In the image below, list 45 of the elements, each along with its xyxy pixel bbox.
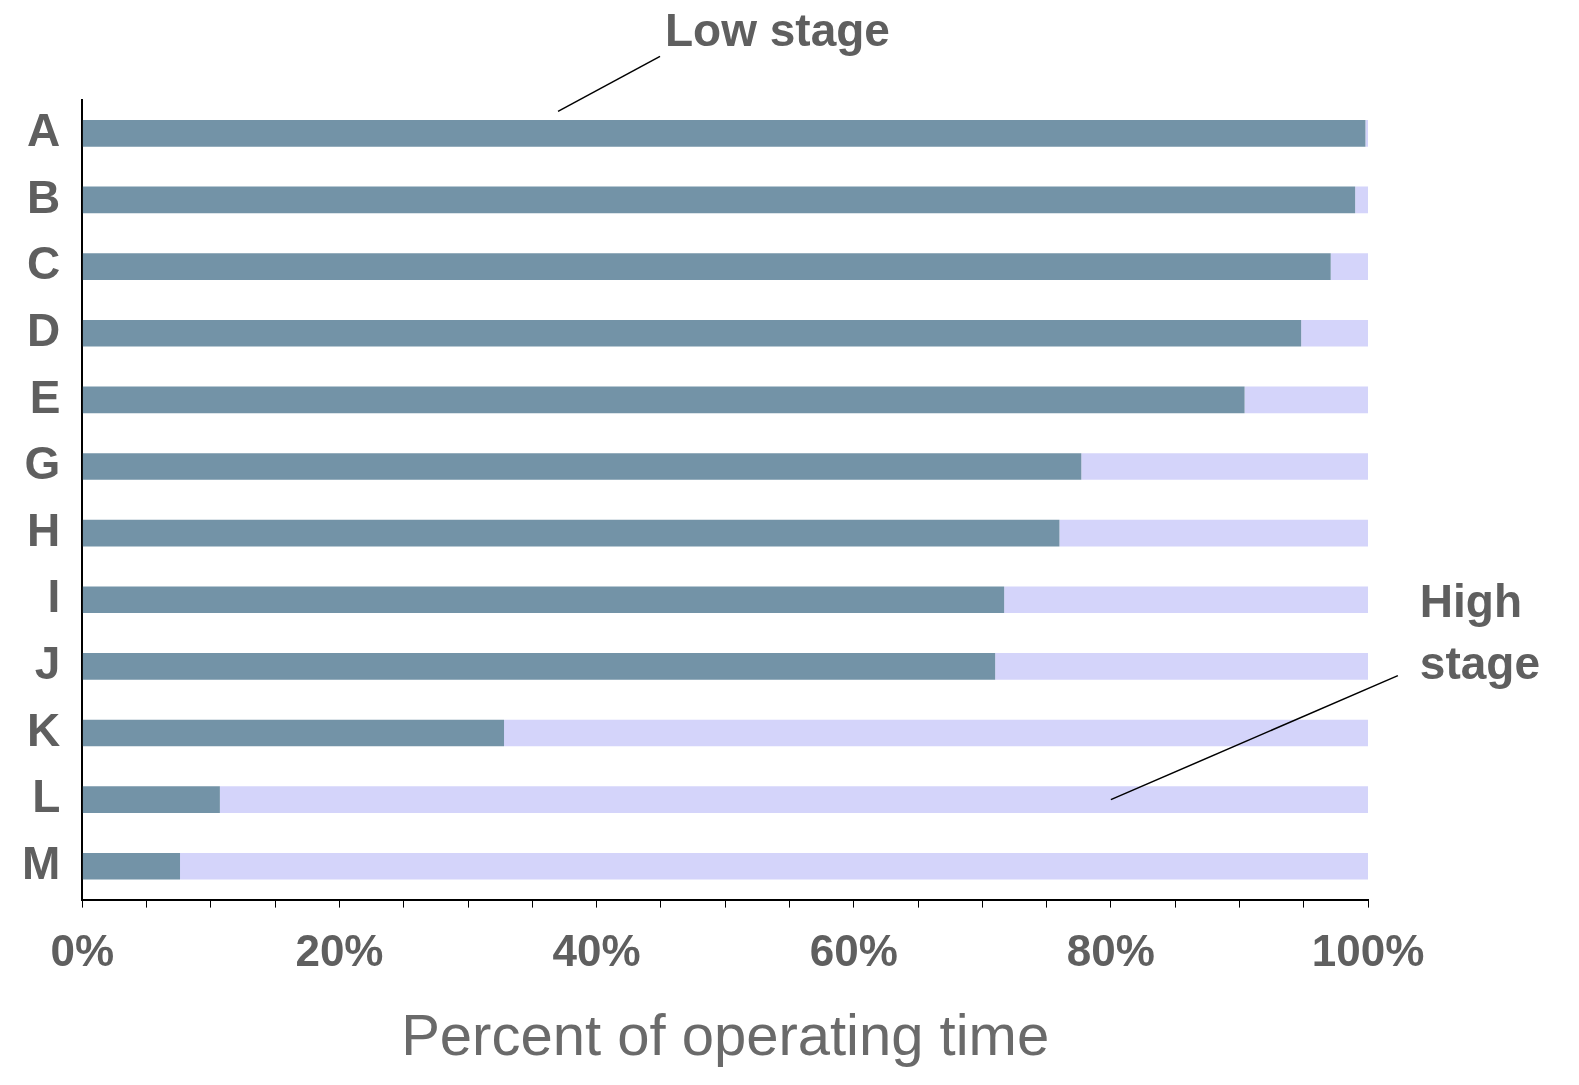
bar — [82, 653, 996, 680]
y-tick-label: L — [32, 770, 61, 823]
y-tick-label: I — [47, 570, 61, 623]
bar — [82, 319, 1302, 347]
bar — [82, 453, 1082, 480]
x-tick-label: 0% — [50, 926, 115, 976]
y-tick-label: G — [24, 437, 61, 490]
y-tick-label: A — [27, 104, 61, 156]
bar — [82, 386, 1245, 414]
x-axis-title: Percent of operating time — [401, 1002, 1050, 1068]
bar — [82, 186, 1356, 214]
bar — [1355, 186, 1368, 214]
bar — [82, 586, 1005, 614]
bar — [82, 519, 1060, 547]
bar — [504, 719, 1368, 747]
series-label: High stage — [1419, 575, 1541, 690]
bar — [1330, 253, 1368, 280]
y-tick-label: H — [27, 503, 61, 556]
bar — [82, 786, 220, 813]
bar — [1365, 119, 1368, 147]
x-tick-label: 40% — [552, 926, 641, 976]
bar — [82, 253, 1331, 280]
bar — [219, 786, 1368, 813]
bar — [1244, 386, 1368, 414]
bar — [1301, 319, 1368, 347]
bar — [82, 852, 181, 880]
bar — [82, 119, 1366, 147]
x-tick-label: 20% — [295, 926, 384, 976]
bar — [82, 719, 505, 747]
bar — [995, 653, 1368, 680]
x-tick-label: 60% — [809, 926, 898, 976]
y-tick-label: M — [21, 836, 61, 889]
y-tick-label: C — [27, 237, 61, 290]
x-tick-label: 100% — [1311, 926, 1425, 976]
bar — [180, 852, 1368, 880]
y-tick-label: B — [27, 170, 61, 223]
bar — [1004, 586, 1368, 614]
y-tick-label: E — [29, 370, 61, 423]
y-tick-label: K — [27, 703, 61, 756]
series-label: Low stage — [665, 4, 890, 56]
bar — [1081, 453, 1368, 480]
y-tick-label: D — [27, 303, 61, 356]
bar — [1059, 519, 1368, 547]
x-tick-label: 80% — [1066, 926, 1155, 976]
y-tick-label: J — [34, 637, 61, 690]
